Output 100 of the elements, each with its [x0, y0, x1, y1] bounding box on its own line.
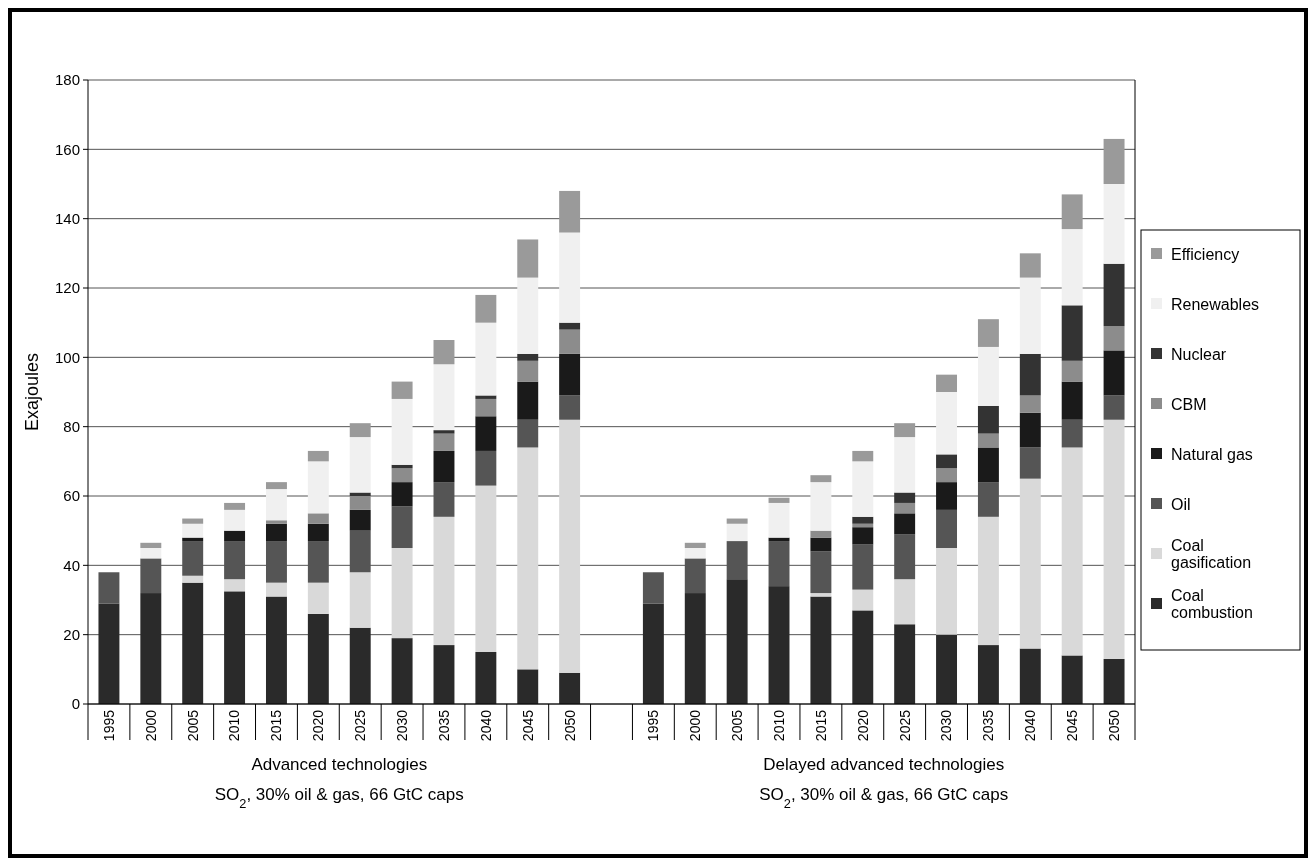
bar: [433, 450, 455, 483]
bar: [894, 437, 916, 493]
bar: [307, 523, 329, 542]
bar: [517, 669, 539, 704]
bar: [433, 516, 455, 646]
bar: [977, 447, 999, 483]
bar: [182, 523, 204, 538]
bar: [894, 513, 916, 535]
legend-label: Oil: [1171, 495, 1191, 513]
bar: [977, 405, 999, 434]
x-tick-label: 1995: [100, 709, 117, 742]
bar: [224, 502, 246, 510]
x-tick-label: 2030: [394, 709, 410, 742]
bar: [391, 468, 413, 483]
bar: [391, 548, 413, 639]
bar: [475, 485, 497, 652]
bar: [1019, 277, 1041, 354]
bar: [224, 591, 246, 704]
bar: [265, 482, 287, 490]
bar: [475, 395, 497, 399]
bar: [768, 586, 790, 704]
bar: [98, 603, 120, 704]
bar: [894, 624, 916, 704]
bar: [1019, 447, 1041, 479]
bar: [936, 392, 958, 455]
x-tick-label: 2020: [854, 709, 871, 742]
bar: [1019, 395, 1041, 413]
bar: [852, 610, 874, 704]
y-tick-label: 0: [71, 695, 80, 713]
bar: [1019, 412, 1041, 448]
bar: [517, 239, 539, 278]
x-tick-label: 2000: [142, 709, 159, 742]
bar: [224, 509, 246, 531]
bar: [349, 437, 371, 493]
bar: [1019, 353, 1041, 396]
bar: [391, 638, 413, 704]
bar: [1103, 138, 1125, 184]
bar: [265, 523, 287, 542]
bar: [810, 482, 832, 531]
bar: [307, 450, 329, 462]
bar: [936, 509, 958, 548]
y-tick-label: 120: [54, 279, 80, 297]
bar: [936, 454, 958, 469]
x-tick-label: 2040: [1022, 709, 1039, 742]
bar: [182, 575, 204, 583]
legend-label: Nuclear: [1171, 345, 1227, 363]
x-tick-label: 2010: [770, 709, 787, 742]
bar: [475, 398, 497, 417]
y-tick-label: 140: [54, 209, 80, 227]
bar: [1103, 419, 1125, 659]
x-tick-label: 2030: [938, 709, 955, 742]
bar: [391, 482, 413, 507]
x-tick-label: 2050: [1105, 709, 1122, 742]
y-tick-label: 80: [63, 417, 80, 435]
bar: [1103, 184, 1125, 264]
bar: [559, 672, 581, 704]
bar: [433, 645, 455, 704]
bar: [1061, 305, 1083, 361]
bar: [182, 518, 204, 524]
bar: [894, 579, 916, 625]
x-tick-label: 2005: [184, 709, 201, 742]
bar: [433, 340, 455, 365]
x-tick-label: 2050: [561, 709, 578, 742]
bar: [433, 433, 455, 451]
bar: [852, 589, 874, 611]
bar: [852, 527, 874, 545]
bar: [475, 652, 497, 704]
bar: [936, 374, 958, 392]
bar: [307, 461, 329, 514]
legend-label: CBM: [1171, 395, 1207, 413]
bar: [977, 433, 999, 448]
bar: [936, 634, 958, 704]
x-tick-label: 2035: [980, 709, 997, 742]
bar: [642, 572, 664, 604]
bar: [349, 423, 371, 438]
bar: [810, 593, 832, 597]
bar: [307, 513, 329, 524]
bar: [265, 596, 287, 704]
bar: [852, 450, 874, 462]
bar: [265, 489, 287, 521]
bar: [1061, 447, 1083, 656]
bar: [936, 482, 958, 510]
bar: [977, 346, 999, 406]
y-tick-label: 40: [63, 556, 80, 574]
bar: [559, 232, 581, 323]
bar: [349, 572, 371, 628]
bar: [559, 419, 581, 673]
text: Delayed advanced technologies: [763, 755, 1005, 774]
bar: [224, 530, 246, 542]
legend-label: Coal gasification: [1171, 536, 1252, 572]
bar: [936, 548, 958, 635]
x-tick-label: 2020: [310, 709, 327, 742]
bar: [224, 579, 246, 592]
bar: [977, 319, 999, 347]
bar: [433, 364, 455, 431]
bar: [810, 530, 832, 538]
text: Advanced technologies: [251, 755, 428, 774]
y-tick-label: 160: [54, 140, 80, 158]
bar: [475, 322, 497, 396]
bar: [349, 627, 371, 704]
